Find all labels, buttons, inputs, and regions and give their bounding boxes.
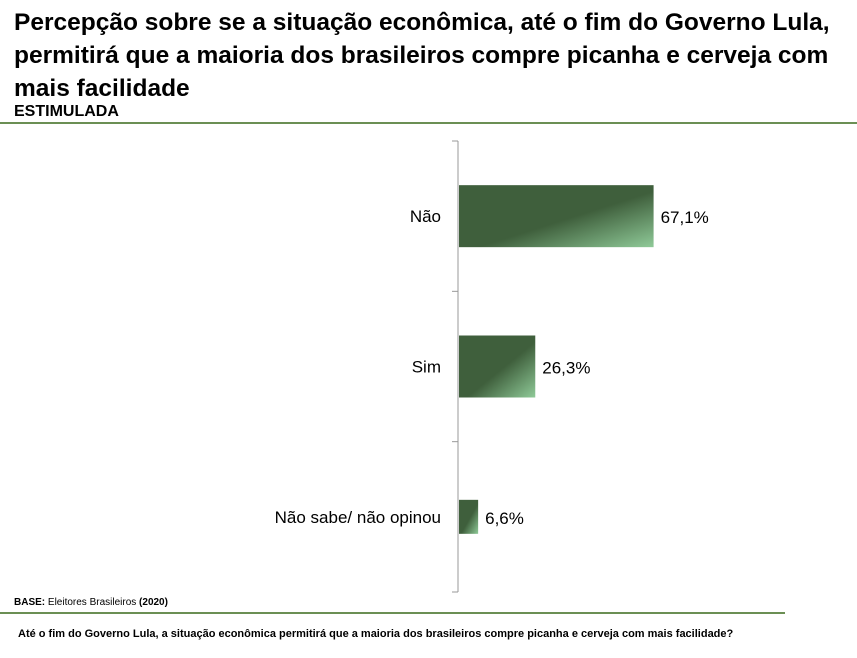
base-note: BASE: Eleitores Brasileiros (2020) — [14, 597, 168, 608]
base-n: (2020) — [139, 597, 168, 608]
data-label: 26,3% — [542, 359, 590, 378]
header-divider — [0, 122, 857, 124]
data-label: 6,6% — [485, 509, 524, 528]
bar-2 — [459, 499, 479, 534]
base-text: Eleitores Brasileiros — [45, 597, 140, 608]
base-label: BASE: — [14, 597, 46, 608]
chart-title: Percepção sobre se a situação econômica,… — [14, 9, 830, 102]
category-label: Não sabe/ não opinou — [275, 508, 441, 527]
category-label: Não — [410, 207, 441, 226]
chart-subtitle: ESTIMULADA — [14, 103, 119, 120]
bar-0 — [459, 185, 654, 248]
category-label: Sim — [412, 358, 441, 377]
footer-divider — [0, 612, 785, 614]
bar-1 — [459, 335, 536, 398]
data-label: 67,1% — [661, 208, 709, 227]
question-text: Até o fim do Governo Lula, a situação ec… — [18, 628, 734, 640]
